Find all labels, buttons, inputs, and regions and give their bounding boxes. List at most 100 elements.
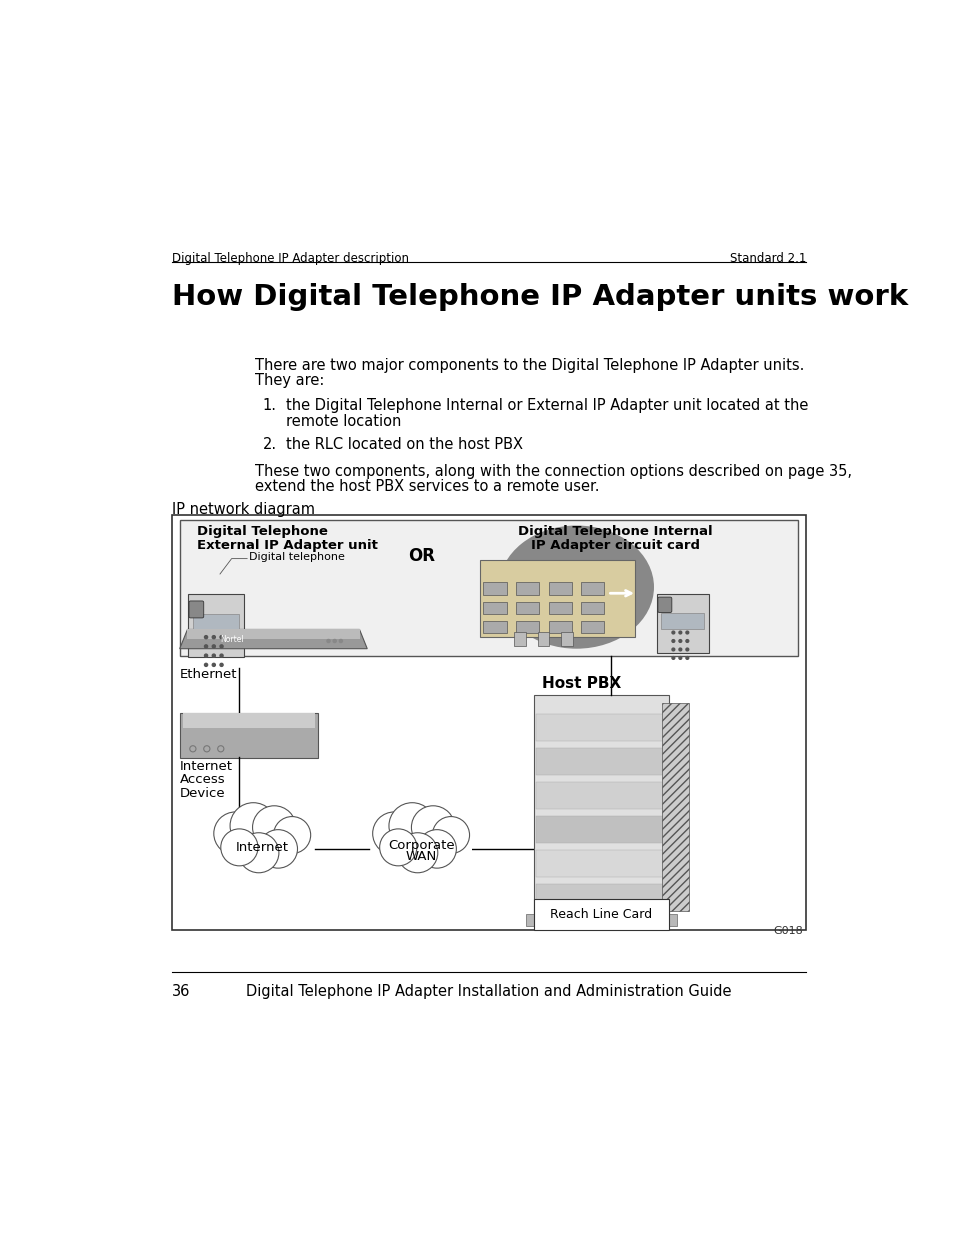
Bar <box>580 583 604 595</box>
Text: Ethernet: Ethernet <box>179 668 237 680</box>
Text: Digital Telephone IP Adapter Installation and Administration Guide: Digital Telephone IP Adapter Installatio… <box>246 983 731 999</box>
Bar <box>483 621 506 634</box>
Bar <box>483 583 506 595</box>
Text: How Digital Telephone IP Adapter units work: How Digital Telephone IP Adapter units w… <box>172 283 907 311</box>
Bar <box>580 601 604 614</box>
Bar <box>537 632 549 646</box>
Circle shape <box>204 663 208 667</box>
Text: the RLC located on the host PBX: the RLC located on the host PBX <box>286 437 522 452</box>
Bar <box>212 841 313 868</box>
Circle shape <box>204 645 208 648</box>
Bar <box>534 695 669 918</box>
Circle shape <box>671 657 674 659</box>
Circle shape <box>220 663 223 667</box>
Bar <box>536 782 663 809</box>
Text: They are:: They are: <box>254 373 324 388</box>
Circle shape <box>373 811 416 855</box>
Circle shape <box>679 648 681 651</box>
Circle shape <box>432 816 469 853</box>
Circle shape <box>212 645 215 648</box>
FancyBboxPatch shape <box>189 601 204 618</box>
Bar <box>514 632 525 646</box>
Circle shape <box>679 657 681 659</box>
Circle shape <box>213 811 257 855</box>
Circle shape <box>671 648 674 651</box>
Bar <box>536 748 663 776</box>
Text: 2.: 2. <box>262 437 276 452</box>
Text: IP Adapter circuit card: IP Adapter circuit card <box>530 540 699 552</box>
Bar <box>548 583 571 595</box>
Circle shape <box>679 631 681 634</box>
Polygon shape <box>179 630 367 648</box>
Bar <box>548 621 571 634</box>
Circle shape <box>212 636 215 638</box>
Circle shape <box>220 636 223 638</box>
Bar <box>516 601 538 614</box>
Circle shape <box>685 657 688 659</box>
Circle shape <box>230 803 276 848</box>
Circle shape <box>389 803 435 848</box>
Text: These two components, along with the connection options described on page 35,: These two components, along with the con… <box>254 464 851 479</box>
Circle shape <box>411 805 455 848</box>
Circle shape <box>204 636 208 638</box>
Text: Internet: Internet <box>236 841 289 853</box>
Text: Corporate: Corporate <box>388 839 455 852</box>
Text: Digital telephone: Digital telephone <box>249 552 345 562</box>
Circle shape <box>671 631 674 634</box>
Text: Reach Line Card: Reach Line Card <box>550 908 652 921</box>
Bar <box>534 899 669 930</box>
Bar <box>179 520 798 656</box>
Circle shape <box>258 830 297 868</box>
Circle shape <box>212 663 215 667</box>
Bar <box>548 601 571 614</box>
Text: Standard 2.1: Standard 2.1 <box>729 252 805 266</box>
FancyBboxPatch shape <box>525 914 677 926</box>
Circle shape <box>327 640 330 642</box>
Circle shape <box>238 832 278 873</box>
Circle shape <box>220 829 257 866</box>
Bar <box>516 583 538 595</box>
Text: Digital Telephone: Digital Telephone <box>196 526 327 538</box>
Text: 1.: 1. <box>262 399 276 414</box>
Circle shape <box>339 640 342 642</box>
Bar <box>536 714 663 741</box>
Text: Host PBX: Host PBX <box>541 676 620 690</box>
Bar <box>172 515 805 930</box>
Circle shape <box>204 655 208 657</box>
Bar <box>183 713 315 727</box>
Text: Digital Telephone Internal: Digital Telephone Internal <box>517 526 712 538</box>
Circle shape <box>685 648 688 651</box>
Ellipse shape <box>498 526 654 648</box>
Circle shape <box>253 805 295 848</box>
Circle shape <box>212 655 215 657</box>
Circle shape <box>379 829 416 866</box>
Circle shape <box>417 830 456 868</box>
Circle shape <box>220 655 223 657</box>
Text: IP network diagram: IP network diagram <box>172 503 314 517</box>
Bar <box>660 613 703 630</box>
Bar <box>536 883 663 910</box>
Bar <box>193 614 239 634</box>
Text: Nortel: Nortel <box>220 635 243 643</box>
FancyBboxPatch shape <box>658 597 671 613</box>
Circle shape <box>671 640 674 642</box>
Bar <box>516 621 538 634</box>
Text: Device: Device <box>179 787 225 799</box>
Circle shape <box>685 640 688 642</box>
Bar <box>580 621 604 634</box>
Bar <box>479 561 634 637</box>
Circle shape <box>274 816 311 853</box>
Circle shape <box>685 631 688 634</box>
FancyBboxPatch shape <box>179 713 318 758</box>
Circle shape <box>679 640 681 642</box>
Bar <box>661 703 688 910</box>
Text: the Digital Telephone Internal or External IP Adapter unit located at the: the Digital Telephone Internal or Extern… <box>286 399 807 414</box>
Text: G018: G018 <box>772 926 802 936</box>
FancyBboxPatch shape <box>657 594 708 653</box>
Circle shape <box>220 645 223 648</box>
Bar <box>536 816 663 842</box>
Bar <box>371 841 472 868</box>
Text: remote location: remote location <box>286 414 401 429</box>
Bar <box>560 632 572 646</box>
Text: 36: 36 <box>172 983 191 999</box>
